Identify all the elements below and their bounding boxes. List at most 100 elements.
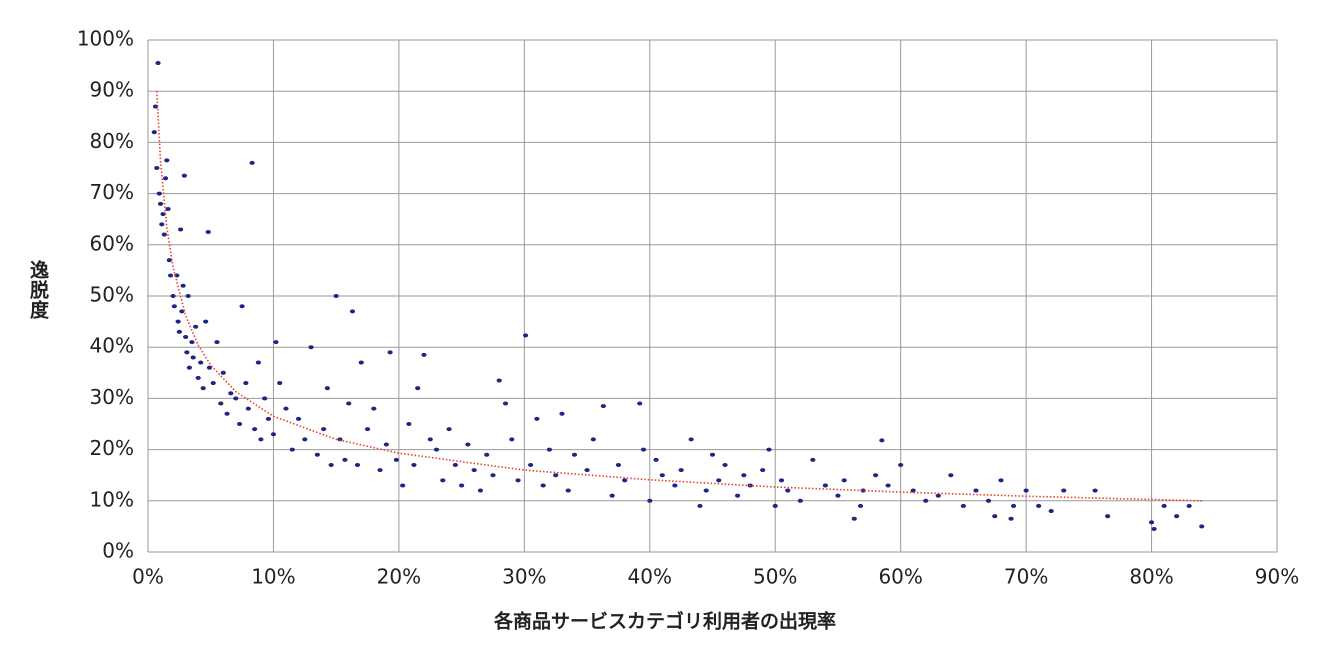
point <box>734 493 741 498</box>
point <box>509 437 515 442</box>
point <box>703 488 709 493</box>
point <box>760 468 766 473</box>
point <box>615 462 622 467</box>
point <box>277 381 283 386</box>
point <box>179 309 185 314</box>
x-tick-label: 0% <box>132 565 164 589</box>
point <box>741 473 747 478</box>
y-tick-label: 0% <box>102 539 134 563</box>
point <box>653 457 659 462</box>
point <box>647 498 653 503</box>
point <box>421 352 427 357</box>
point <box>766 447 772 452</box>
point <box>164 158 170 163</box>
y-tick-label: 40% <box>90 334 134 358</box>
x-tick-label: 20% <box>377 565 421 589</box>
point <box>910 488 916 493</box>
point <box>193 324 199 329</box>
point <box>203 319 209 324</box>
point <box>528 462 534 467</box>
point <box>176 329 182 334</box>
point <box>377 468 383 473</box>
point <box>224 411 230 416</box>
point <box>559 411 565 416</box>
point <box>659 473 665 478</box>
point <box>600 404 606 409</box>
point <box>609 493 615 498</box>
point <box>992 514 998 519</box>
point <box>1092 488 1098 493</box>
point <box>1148 520 1155 525</box>
point <box>1151 526 1157 531</box>
point <box>162 176 169 181</box>
point <box>371 406 377 411</box>
point <box>255 360 261 365</box>
point <box>973 488 979 493</box>
point <box>333 294 339 298</box>
x-tick-label: 80% <box>1129 565 1173 589</box>
point <box>935 493 941 498</box>
x-tick-label: 30% <box>502 565 546 589</box>
point <box>321 427 327 432</box>
point <box>400 483 406 488</box>
point <box>175 319 181 324</box>
point <box>346 401 352 406</box>
point <box>302 437 308 442</box>
point <box>190 355 196 360</box>
point <box>1105 514 1111 519</box>
point <box>156 191 162 196</box>
point <box>393 457 399 462</box>
point <box>465 442 471 447</box>
point <box>198 360 204 365</box>
point <box>236 422 243 426</box>
point <box>672 483 678 488</box>
point <box>157 201 164 206</box>
x-tick-label: 60% <box>878 565 922 589</box>
point <box>184 350 190 355</box>
point <box>502 401 509 406</box>
point <box>170 294 176 298</box>
point <box>183 334 189 339</box>
y-tick-label: 10% <box>90 487 134 511</box>
point <box>433 447 440 452</box>
point <box>565 488 571 493</box>
point <box>314 452 320 457</box>
point <box>387 350 393 355</box>
point <box>496 378 502 383</box>
point <box>167 273 174 278</box>
point <box>185 294 191 298</box>
point <box>181 173 187 178</box>
point <box>841 478 847 483</box>
point <box>515 478 521 483</box>
point <box>948 473 954 478</box>
point <box>1174 514 1180 519</box>
point <box>354 462 361 467</box>
point <box>584 468 590 473</box>
point <box>415 386 421 391</box>
point <box>171 304 177 309</box>
point <box>688 437 694 442</box>
point <box>534 416 540 421</box>
point <box>186 365 192 370</box>
point <box>210 381 216 386</box>
point <box>590 437 596 442</box>
point <box>214 340 220 345</box>
point <box>427 437 433 442</box>
y-tick-label: 100% <box>77 27 134 51</box>
point <box>308 345 314 350</box>
y-tick-label: 60% <box>90 231 134 255</box>
point <box>1023 488 1029 493</box>
trendline <box>156 91 1202 502</box>
point <box>151 130 157 135</box>
point <box>898 462 904 467</box>
point <box>233 396 239 401</box>
y-tick-label: 70% <box>90 180 134 204</box>
x-tick-label: 50% <box>753 565 797 589</box>
point <box>553 473 559 478</box>
point <box>810 457 816 462</box>
point <box>785 488 791 493</box>
point <box>851 516 857 521</box>
point <box>716 478 722 483</box>
point <box>797 498 803 503</box>
